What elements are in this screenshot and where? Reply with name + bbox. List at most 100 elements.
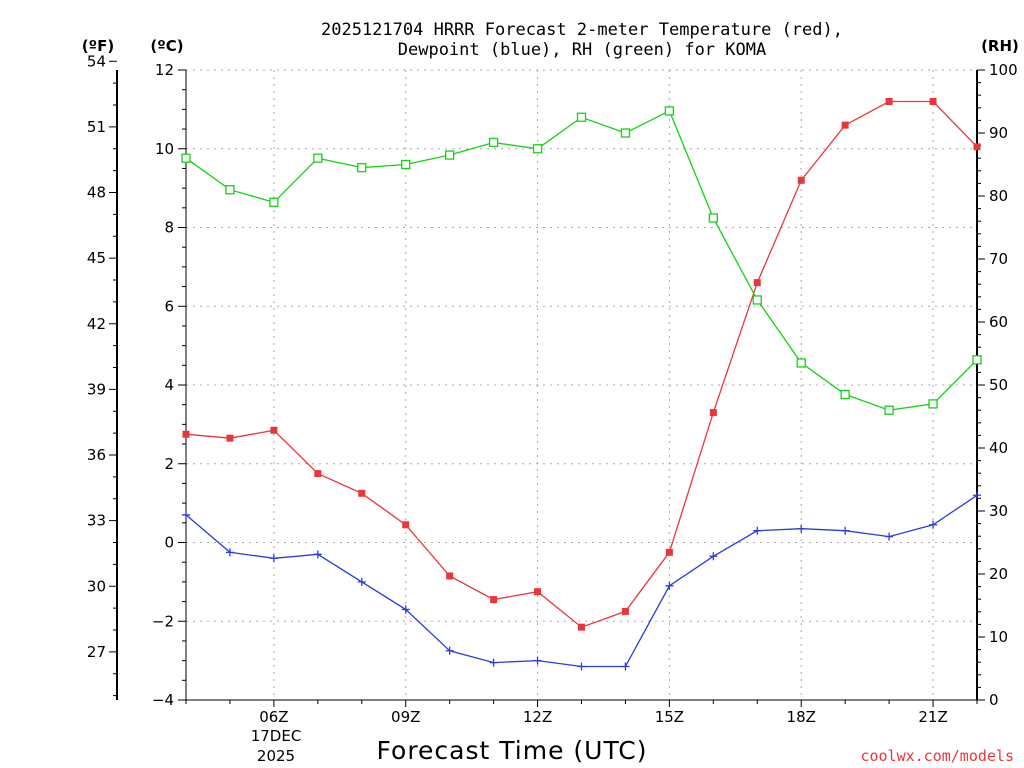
x-tick-label: 09Z bbox=[391, 708, 420, 726]
dewpoint-data-point bbox=[445, 646, 454, 655]
fahrenheit-tick-label: 30 bbox=[87, 577, 106, 595]
temperature-data-point bbox=[534, 588, 542, 596]
fahrenheit-tick-label: 33 bbox=[87, 512, 106, 530]
temperature-data-point bbox=[929, 98, 937, 105]
chart-title-line2: Dewpoint (blue), RH (green) for KOMA bbox=[398, 40, 766, 60]
fahrenheit-tick-label: 48 bbox=[87, 184, 106, 202]
rh-data-point bbox=[269, 197, 279, 207]
fahrenheit-tick-label: 39 bbox=[87, 380, 106, 398]
dewpoint-data-point bbox=[533, 656, 542, 665]
celsius-tick-label: −2 bbox=[152, 612, 174, 630]
chart-title-line1: 2025121704 HRRR Forecast 2-meter Tempera… bbox=[321, 20, 843, 40]
rh-data-point bbox=[840, 389, 850, 400]
rh-tick-label: 90 bbox=[989, 124, 1008, 142]
rh-data-point bbox=[313, 153, 323, 163]
rh-data-point bbox=[488, 137, 499, 148]
rh-data-point bbox=[752, 295, 762, 305]
rh-data-point bbox=[796, 358, 806, 368]
temperature-data-point bbox=[490, 596, 498, 604]
dewpoint-data-point bbox=[709, 552, 718, 561]
x-tick-label: 18Z bbox=[787, 708, 816, 726]
dewpoint-data-point bbox=[401, 605, 410, 614]
rh-data-point bbox=[445, 150, 455, 160]
temperature-data-point bbox=[665, 548, 673, 556]
temperature-data-point bbox=[797, 176, 805, 184]
rh-tick-label: 80 bbox=[989, 187, 1008, 205]
celsius-tick-label: 8 bbox=[164, 219, 174, 237]
celsius-tick-label: 10 bbox=[155, 140, 174, 158]
rh-tick-label: 40 bbox=[989, 439, 1008, 457]
dewpoint-data-point bbox=[182, 510, 190, 519]
dewpoint-data-point bbox=[313, 550, 322, 559]
x-tick-label: 15Z bbox=[655, 708, 684, 726]
rh-data-point bbox=[972, 355, 982, 365]
dewpoint-data-point bbox=[973, 491, 981, 500]
rh-tick-label: 0 bbox=[989, 691, 999, 709]
dewpoint-data-point bbox=[489, 658, 498, 667]
chart-axes: 06Z 09Z 12Z 15Z 18Z 21Z −4 −2 0 2 4 6 8 10 12 27 30 33 36 3… bbox=[87, 52, 1018, 726]
rh-tick-label: 10 bbox=[989, 628, 1008, 646]
temperature-data-point bbox=[402, 521, 410, 529]
rh-tick-label: 50 bbox=[989, 376, 1008, 394]
dewpoint-data-point bbox=[841, 526, 850, 535]
fahrenheit-tick-label: 42 bbox=[87, 315, 106, 333]
rh-data-point bbox=[708, 213, 718, 223]
celsius-tick-label: −4 bbox=[152, 691, 174, 709]
x-tick-label: 06Z bbox=[259, 708, 288, 726]
rh-data-point bbox=[401, 159, 411, 170]
fahrenheit-tick-label: 51 bbox=[87, 118, 106, 136]
temperature-data-point bbox=[226, 434, 234, 442]
celsius-tick-label: 6 bbox=[164, 297, 174, 315]
dewpoint-data-point bbox=[797, 524, 806, 533]
celsius-tick-label: 12 bbox=[155, 61, 174, 79]
rh-tick-label: 100 bbox=[989, 61, 1018, 79]
dewpoint-data-point bbox=[621, 662, 630, 671]
temperature-data-point bbox=[753, 279, 761, 287]
rh-tick-label: 30 bbox=[989, 502, 1008, 520]
temperature-data-point bbox=[314, 470, 322, 478]
date-label-year: 2025 bbox=[257, 747, 295, 765]
fahrenheit-tick-label: 36 bbox=[87, 446, 106, 464]
dewpoint-data-point bbox=[929, 520, 938, 529]
temperature-data-point bbox=[446, 572, 454, 580]
x-axis-title: Forecast Time (UTC) bbox=[377, 736, 648, 765]
rh-unit-label: (RH) bbox=[981, 37, 1019, 55]
dewpoint-data-point bbox=[665, 581, 674, 590]
rh-data-point bbox=[576, 112, 587, 122]
rh-data-point bbox=[357, 162, 367, 173]
rh-tick-label: 20 bbox=[989, 565, 1008, 583]
celsius-tick-label: 2 bbox=[164, 455, 174, 473]
celsius-unit-label: (ºC) bbox=[150, 37, 183, 55]
fahrenheit-unit-label: (ºF) bbox=[82, 37, 114, 55]
x-tick-label: 21Z bbox=[918, 708, 947, 726]
dewpoint-data-point bbox=[753, 526, 762, 535]
dewpoint-data-point bbox=[357, 577, 366, 586]
dewpoint-data-point bbox=[577, 662, 586, 671]
date-label-day: 17DEC bbox=[251, 727, 302, 745]
fahrenheit-tick-label: 45 bbox=[87, 249, 106, 267]
rh-data-point bbox=[225, 185, 235, 195]
temperature-data-point bbox=[578, 623, 585, 631]
rh-data-point bbox=[181, 153, 191, 163]
temperature-data-point bbox=[885, 98, 893, 105]
celsius-tick-label: 0 bbox=[164, 534, 174, 552]
rh-data-point bbox=[664, 106, 675, 116]
rh-data-point bbox=[884, 405, 894, 415]
rh-data-point bbox=[928, 399, 938, 409]
fahrenheit-tick-label: 27 bbox=[87, 643, 106, 661]
data-series bbox=[181, 98, 982, 671]
temperature-data-point bbox=[709, 409, 717, 417]
temperature-data-point bbox=[182, 430, 190, 438]
rh-tick-label: 70 bbox=[989, 250, 1008, 268]
credit-link[interactable]: coolwx.com/models bbox=[860, 747, 1014, 765]
x-tick-label: 12Z bbox=[523, 708, 552, 726]
temperature-data-point bbox=[973, 143, 981, 151]
dewpoint-data-point bbox=[885, 532, 894, 541]
temperature-data-point bbox=[270, 426, 278, 434]
temperature-data-point bbox=[841, 121, 849, 129]
temperature-data-point bbox=[358, 489, 366, 497]
rh-data-point bbox=[532, 144, 543, 154]
rh-tick-label: 60 bbox=[989, 313, 1008, 331]
